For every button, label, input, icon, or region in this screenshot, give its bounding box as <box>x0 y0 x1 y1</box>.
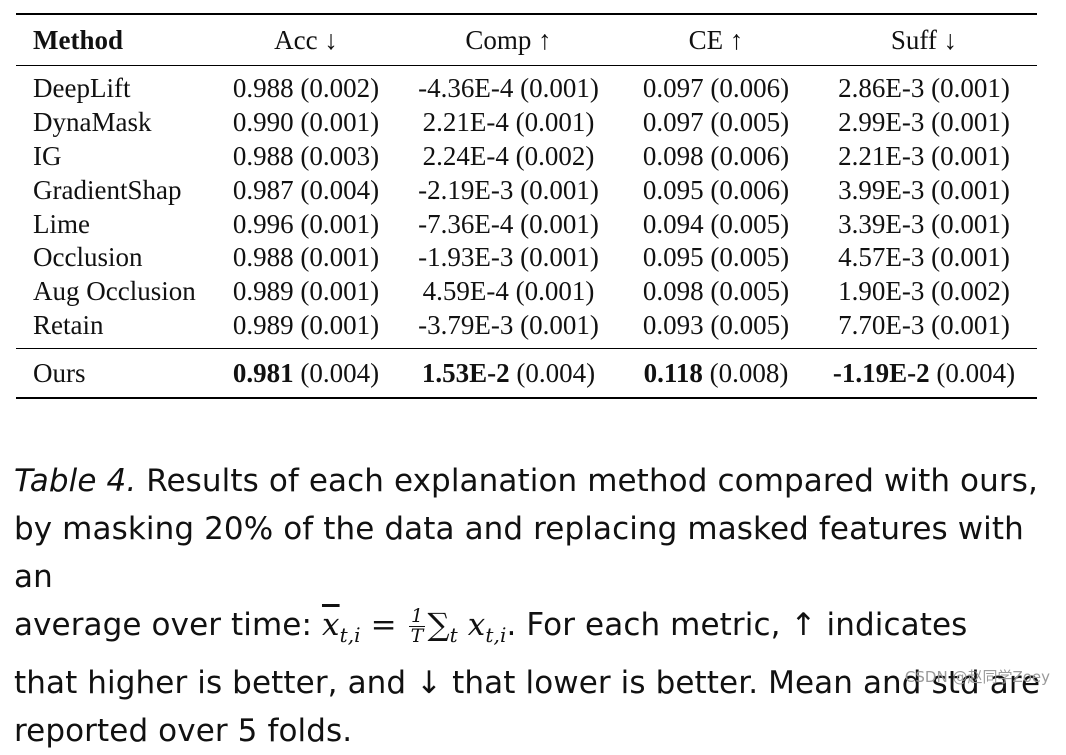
cell-ce: 0.098 (0.005) <box>642 276 790 307</box>
cell-suff: -1.19E-2 (0.004) <box>811 349 1037 399</box>
formula-x: x <box>457 607 486 643</box>
results-table: Method Acc ↓ Comp ↑ CE ↑ Suff ↓ DeepLift… <box>16 13 1037 399</box>
header-method: Method <box>33 24 123 55</box>
formula-frac-den: T <box>410 625 424 647</box>
cell-acc-value: 0.981 <box>232 357 294 388</box>
cell-acc-std: (0.004) <box>293 357 380 388</box>
cell-comp: 4.59E-4 (0.001) <box>422 276 595 307</box>
formula-frac-num: 1 <box>408 607 426 627</box>
header-suff: Suff ↓ <box>890 24 958 55</box>
cell-suff: 3.39E-3 (0.001) <box>838 208 1010 239</box>
cell-acc: 0.988 (0.001) <box>232 242 380 273</box>
cell-comp: 2.21E-4 (0.001) <box>422 107 595 138</box>
formula-sum-symbol: ∑ <box>427 607 450 643</box>
cell-suff-value: -1.19E-2 <box>832 357 930 388</box>
cell-suff: 4.57E-3 (0.001) <box>838 242 1010 273</box>
cell-method: Retain <box>33 309 104 340</box>
table-row: Aug Occlusion 0.989 (0.001) 4.59E-4 (0.001… <box>16 275 1037 309</box>
cell-method: Ours <box>33 357 86 388</box>
cell-suff-std: (0.004) <box>929 357 1016 388</box>
cell-suff: 7.70E-3 (0.001) <box>838 309 1010 340</box>
table-body: DeepLift 0.988 (0.002) -4.36E-4 (0.001) 0.0… <box>16 65 1037 349</box>
cell-method: Occlusion <box>33 242 143 273</box>
cell-comp-std: (0.004) <box>509 357 596 388</box>
cell-ce: 0.093 (0.005) <box>642 309 790 340</box>
table-row: DeepLift 0.988 (0.002) -4.36E-4 (0.001) 0.0… <box>16 66 1037 106</box>
header-acc: Acc ↓ <box>274 24 338 55</box>
cell-suff: 2.86E-3 (0.001) <box>838 73 1010 104</box>
cell-suff: 2.21E-3 (0.001) <box>838 140 1010 171</box>
cell-ce: 0.095 (0.005) <box>642 242 790 273</box>
table-row: GradientShap 0.987 (0.004) -2.19E-3 (0.001… <box>16 173 1037 207</box>
cell-method: Aug Occlusion <box>33 276 196 307</box>
header-ce: CE ↑ <box>688 24 744 55</box>
cell-acc: 0.988 (0.003) <box>232 140 380 171</box>
formula-x-sub: t,i <box>485 623 507 648</box>
table-header-row: Method Acc ↓ Comp ↑ CE ↑ Suff ↓ <box>16 14 1037 66</box>
cell-suff: 3.99E-3 (0.001) <box>838 174 1010 205</box>
results-table-container: Method Acc ↓ Comp ↑ CE ↑ Suff ↓ DeepLift… <box>16 13 1037 399</box>
table-row: Occlusion 0.988 (0.001) -1.93E-3 (0.001) 0.… <box>16 241 1037 275</box>
table-row: IG 0.988 (0.003) 2.24E-4 (0.002) 0.098 (0.0… <box>16 140 1037 174</box>
cell-ce-value: 0.118 <box>643 357 703 388</box>
table-row: Lime 0.996 (0.001) -7.36E-4 (0.001) 0.094 (… <box>16 207 1037 241</box>
cell-acc: 0.981 (0.004) <box>216 349 396 399</box>
cell-comp: -4.36E-4 (0.001) <box>418 73 599 104</box>
cell-method: GradientShap <box>33 174 182 205</box>
table-caption: Table 4. Results of each explanation met… <box>14 457 1054 755</box>
cell-method: Lime <box>33 208 90 239</box>
cell-ce: 0.094 (0.005) <box>642 208 790 239</box>
formula-equals: = <box>360 607 407 643</box>
cell-acc: 0.996 (0.001) <box>232 208 380 239</box>
table-row-ours: Ours 0.981 (0.004) 1.53E-2 (0.004) 0.118… <box>16 349 1037 399</box>
cell-ce: 0.098 (0.006) <box>642 140 790 171</box>
cell-acc: 0.987 (0.004) <box>232 174 380 205</box>
cell-comp: 1.53E-2 (0.004) <box>396 349 621 399</box>
cell-ce: 0.095 (0.006) <box>642 174 790 205</box>
caption-text-3-post: . For each metric, ↑ indicates <box>506 607 968 643</box>
cell-comp: -7.36E-4 (0.001) <box>418 208 599 239</box>
cell-comp: -3.79E-3 (0.001) <box>418 309 599 340</box>
cell-method: DeepLift <box>33 73 131 104</box>
cell-suff: 1.90E-3 (0.002) <box>838 276 1010 307</box>
caption-line-2: by masking 20% of the data and replacing… <box>14 511 1024 595</box>
formula-sum-sub: t <box>449 623 458 648</box>
cell-ce: 0.097 (0.005) <box>642 107 790 138</box>
table-row: Retain 0.989 (0.001) -3.79E-3 (0.001) 0.093… <box>16 309 1037 349</box>
cell-comp-value: 1.53E-2 <box>421 357 510 388</box>
caption-line-4: that higher is better, and ↓ that lower … <box>14 665 1041 702</box>
cell-suff: 2.99E-3 (0.001) <box>838 107 1010 138</box>
cell-method: DynaMask <box>33 107 152 138</box>
cell-comp: -2.19E-3 (0.001) <box>418 174 599 205</box>
cell-ce-std: (0.008) <box>702 357 789 388</box>
caption-line-1: Table 4. Results of each explanation met… <box>14 457 1054 505</box>
caption-line-5: reported over 5 folds. <box>14 713 353 750</box>
header-comp: Comp ↑ <box>465 24 552 55</box>
cell-ce: 0.118 (0.008) <box>621 349 811 399</box>
caption-formula: xt,i = 1 T ∑t xt,i <box>321 607 506 648</box>
cell-acc: 0.988 (0.002) <box>232 73 380 104</box>
cell-comp: 2.24E-4 (0.002) <box>422 140 595 171</box>
cell-method: IG <box>33 140 62 171</box>
caption-text-3-pre: average over time: <box>14 607 322 643</box>
formula-xbar-sub: t,i <box>339 623 361 648</box>
cell-acc: 0.989 (0.001) <box>232 276 380 307</box>
caption-label: Table 4. <box>14 463 137 499</box>
formula-xbar: x <box>321 607 340 643</box>
cell-comp: -1.93E-3 (0.001) <box>418 242 599 273</box>
caption-line-3: average over time: xt,i = 1 T ∑t xt,i. For… <box>14 601 1054 659</box>
ours-body: Ours 0.981 (0.004) 1.53E-2 (0.004) 0.118… <box>16 348 1037 399</box>
caption-text-1: Results of each explanation method compa… <box>136 463 1038 499</box>
cell-ce: 0.097 (0.006) <box>642 73 790 104</box>
table-row: DynaMask 0.990 (0.001) 2.21E-4 (0.001) 0.09… <box>16 106 1037 140</box>
watermark: CSDN @赵同学Zoey <box>904 668 1050 686</box>
cell-acc: 0.990 (0.001) <box>232 107 380 138</box>
cell-acc: 0.989 (0.001) <box>232 309 380 340</box>
